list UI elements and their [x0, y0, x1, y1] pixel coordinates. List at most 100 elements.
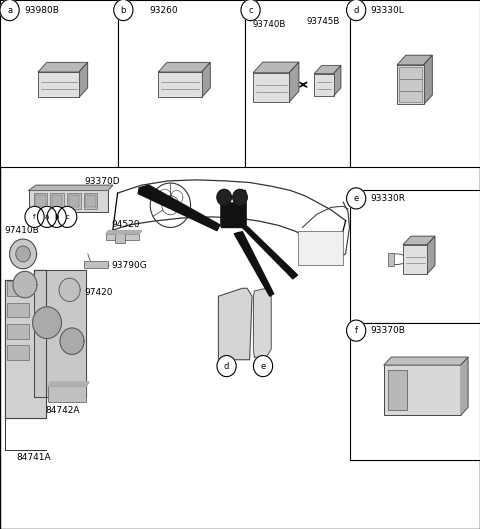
Bar [384, 365, 461, 415]
Text: a: a [45, 214, 49, 220]
Bar [34, 193, 47, 209]
Text: 93330L: 93330L [371, 5, 404, 15]
Text: f: f [33, 214, 36, 220]
Bar [350, 323, 480, 460]
Bar [52, 195, 62, 207]
Text: c: c [248, 5, 253, 15]
Bar [399, 91, 421, 102]
Bar [106, 234, 139, 240]
Polygon shape [242, 226, 298, 279]
Bar [115, 232, 125, 243]
Bar [7, 303, 29, 317]
Polygon shape [334, 66, 341, 96]
Bar [84, 193, 97, 209]
Text: 97410B: 97410B [5, 226, 39, 235]
Text: 93740B: 93740B [253, 20, 287, 30]
Bar [220, 202, 246, 226]
Bar [399, 67, 421, 79]
Polygon shape [13, 271, 37, 298]
Bar [7, 345, 29, 360]
Text: 84741A: 84741A [16, 453, 51, 462]
Bar [314, 74, 334, 96]
Circle shape [233, 189, 247, 205]
Bar [67, 193, 81, 209]
Circle shape [0, 0, 19, 21]
Circle shape [58, 206, 77, 227]
Text: b: b [120, 5, 126, 15]
Polygon shape [314, 66, 341, 74]
Bar [397, 65, 424, 105]
Polygon shape [48, 382, 89, 386]
Polygon shape [106, 231, 142, 234]
Text: 97420: 97420 [84, 287, 112, 297]
Polygon shape [289, 62, 299, 102]
Circle shape [347, 188, 366, 209]
Bar [350, 190, 480, 323]
Text: 93330R: 93330R [371, 194, 406, 203]
Polygon shape [138, 185, 220, 231]
Polygon shape [60, 328, 84, 354]
Text: e: e [354, 194, 359, 203]
Bar [48, 386, 86, 402]
Text: a: a [7, 5, 12, 15]
Polygon shape [234, 232, 274, 296]
Polygon shape [384, 357, 468, 365]
Polygon shape [59, 278, 80, 302]
Circle shape [253, 355, 273, 377]
Bar [84, 261, 108, 268]
Polygon shape [397, 56, 432, 65]
Polygon shape [423, 56, 432, 105]
Circle shape [25, 206, 44, 227]
Polygon shape [221, 190, 245, 227]
Text: e: e [261, 361, 265, 371]
Polygon shape [33, 307, 61, 339]
Circle shape [347, 0, 366, 21]
Bar [118, 0, 245, 167]
Polygon shape [427, 236, 435, 274]
Polygon shape [403, 236, 435, 244]
Text: 93260: 93260 [149, 5, 178, 15]
Polygon shape [16, 246, 30, 262]
Circle shape [114, 0, 133, 21]
Polygon shape [253, 62, 299, 72]
Polygon shape [158, 62, 210, 72]
Bar [399, 79, 421, 90]
Text: c: c [65, 214, 69, 220]
Polygon shape [218, 288, 252, 360]
Bar [50, 193, 64, 209]
Text: 94520: 94520 [111, 220, 140, 229]
Text: d: d [353, 5, 359, 15]
Text: 93370B: 93370B [371, 326, 406, 335]
Bar [350, 0, 480, 167]
Bar [0, 0, 118, 167]
Bar [245, 0, 350, 167]
Circle shape [347, 320, 366, 341]
Polygon shape [38, 62, 87, 72]
Bar [69, 195, 79, 207]
Bar [85, 195, 96, 207]
Circle shape [217, 355, 236, 377]
Text: 84742A: 84742A [45, 406, 80, 415]
Text: 93370D: 93370D [84, 177, 120, 186]
Bar [35, 195, 46, 207]
Circle shape [217, 189, 231, 205]
Polygon shape [34, 270, 86, 397]
Circle shape [241, 0, 260, 21]
Bar [253, 72, 289, 102]
Bar [29, 190, 108, 212]
Bar [298, 231, 343, 264]
Polygon shape [79, 62, 87, 97]
Text: d: d [224, 361, 229, 371]
Bar [403, 244, 427, 274]
Text: 93980B: 93980B [24, 5, 59, 15]
Circle shape [37, 206, 57, 227]
Text: 93790G: 93790G [111, 261, 147, 270]
Bar [388, 370, 407, 410]
Text: b: b [54, 214, 59, 220]
Bar [7, 281, 29, 296]
Bar [158, 72, 202, 97]
Bar [388, 253, 394, 266]
Bar [38, 72, 79, 97]
Text: 93745B: 93745B [306, 16, 340, 26]
Polygon shape [29, 185, 113, 190]
